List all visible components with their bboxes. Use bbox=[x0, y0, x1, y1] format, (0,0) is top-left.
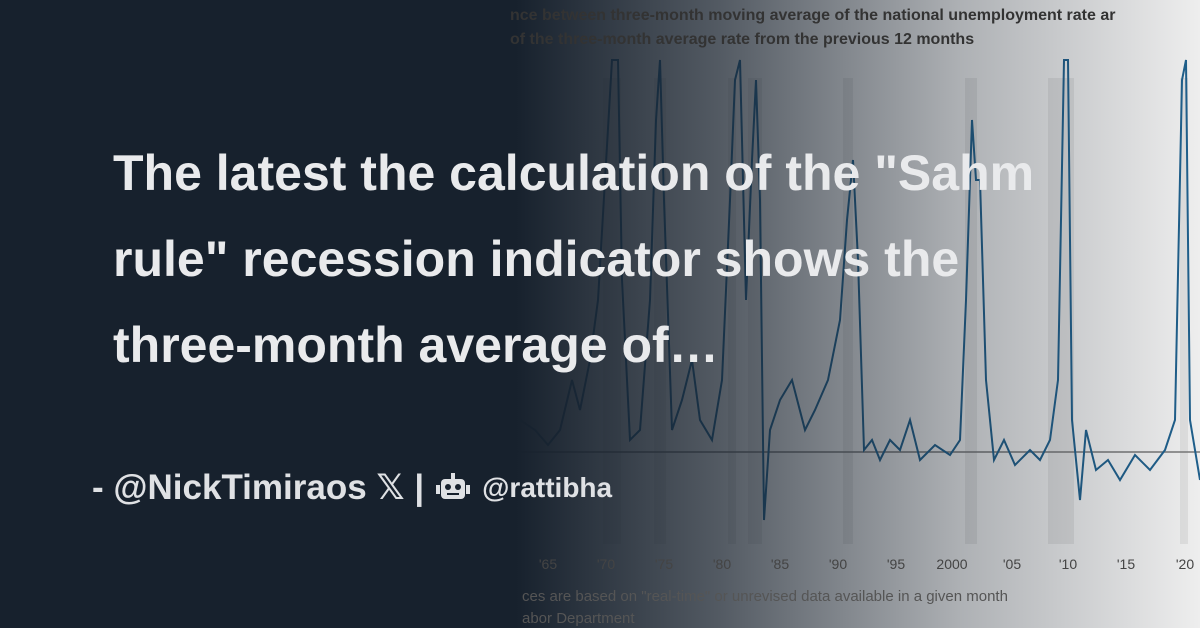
x-label: '20 bbox=[1176, 556, 1194, 572]
x-label: '80 bbox=[713, 556, 731, 572]
chart-note: ces are based on "real-time" or unrevise… bbox=[522, 588, 1008, 605]
site: @rattibha bbox=[482, 472, 613, 503]
x-label: '85 bbox=[771, 556, 789, 572]
x-label: '15 bbox=[1117, 556, 1135, 572]
x-label: '90 bbox=[829, 556, 847, 572]
chart-subtitle: of the three-month average rate from the… bbox=[510, 31, 974, 48]
x-label: '95 bbox=[887, 556, 905, 572]
chart-title: nce between three-month moving average o… bbox=[510, 7, 1115, 24]
quote-text: The latest the calculation of the "Sahm … bbox=[113, 145, 1035, 373]
x-label: '05 bbox=[1003, 556, 1021, 572]
x-label: '10 bbox=[1059, 556, 1077, 572]
attribution: - @NickTimiraos 𝕏 | @rattibha bbox=[92, 468, 612, 508]
chart-source: abor Department bbox=[522, 610, 635, 627]
x-label: '75 bbox=[655, 556, 673, 572]
x-label: '65 bbox=[539, 556, 557, 572]
robot-icon bbox=[436, 473, 471, 499]
chart-text: nce between three-month moving average o… bbox=[510, 7, 1194, 627]
x-label: '70 bbox=[597, 556, 615, 572]
author: - @NickTimiraos 𝕏 | bbox=[92, 468, 425, 507]
x-label: 2000 bbox=[936, 556, 967, 572]
